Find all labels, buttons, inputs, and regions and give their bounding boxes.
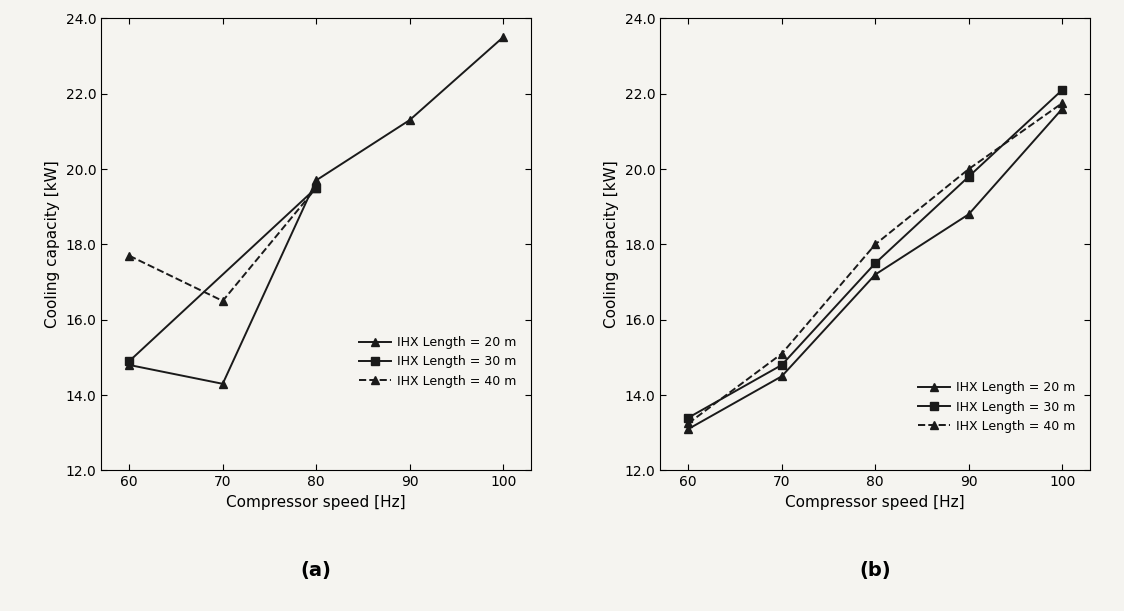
IHX Length = 30 m [962,173,976,180]
Text: (b): (b) [860,561,891,580]
IHX Length = 40 m [869,241,882,248]
Line: IHX Length = 30 m: IHX Length = 30 m [125,184,320,365]
IHX Length = 20 m [402,117,416,124]
IHX Length = 30 m [1055,86,1069,93]
IHX Length = 20 m [776,373,789,380]
IHX Length = 30 m [776,361,789,368]
Line: IHX Length = 30 m: IHX Length = 30 m [685,86,1067,422]
X-axis label: Compressor speed [Hz]: Compressor speed [Hz] [226,495,406,510]
Line: IHX Length = 40 m: IHX Length = 40 m [125,184,320,305]
Line: IHX Length = 20 m: IHX Length = 20 m [125,33,507,388]
IHX Length = 20 m [497,34,510,41]
Line: IHX Length = 20 m: IHX Length = 20 m [685,104,1067,433]
IHX Length = 20 m [123,361,136,368]
IHX Length = 20 m [309,177,323,184]
IHX Length = 20 m [1055,105,1069,112]
IHX Length = 40 m [681,420,695,427]
IHX Length = 30 m [309,185,323,192]
Y-axis label: Cooling capacity [kW]: Cooling capacity [kW] [604,161,619,328]
Legend: IHX Length = 20 m, IHX Length = 30 m, IHX Length = 40 m: IHX Length = 20 m, IHX Length = 30 m, IH… [909,373,1084,442]
IHX Length = 40 m [962,166,976,173]
Text: (a): (a) [301,561,332,580]
X-axis label: Compressor speed [Hz]: Compressor speed [Hz] [786,495,966,510]
IHX Length = 20 m [869,271,882,278]
IHX Length = 20 m [962,211,976,218]
IHX Length = 30 m [681,414,695,422]
IHX Length = 20 m [681,425,695,433]
IHX Length = 40 m [309,185,323,192]
IHX Length = 40 m [1055,100,1069,107]
IHX Length = 20 m [216,380,229,387]
IHX Length = 30 m [123,357,136,365]
Y-axis label: Cooling capacity [kW]: Cooling capacity [kW] [45,161,60,328]
Line: IHX Length = 40 m: IHX Length = 40 m [685,99,1067,428]
IHX Length = 30 m [869,260,882,267]
IHX Length = 40 m [216,298,229,305]
IHX Length = 40 m [776,350,789,357]
Legend: IHX Length = 20 m, IHX Length = 30 m, IHX Length = 40 m: IHX Length = 20 m, IHX Length = 30 m, IH… [351,327,525,397]
IHX Length = 40 m [123,252,136,260]
